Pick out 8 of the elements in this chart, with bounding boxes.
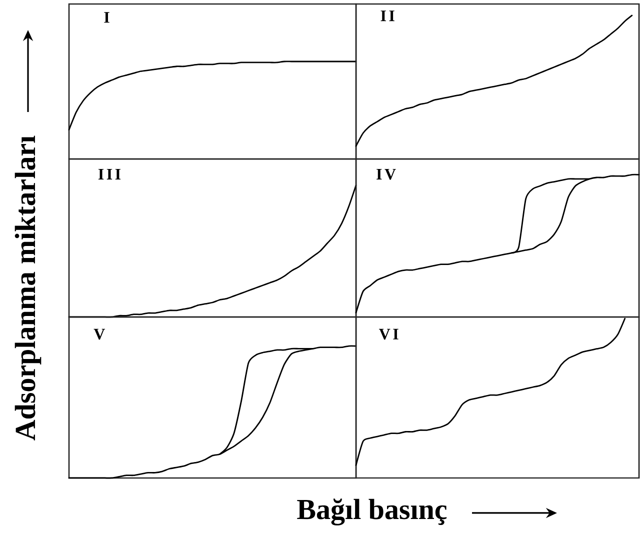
y-axis-title: Adsorplanma miktarları — [14, 136, 42, 440]
chart-title: VI — [379, 328, 398, 340]
chart-title: III — [98, 168, 121, 180]
chart-title: II — [380, 10, 394, 22]
chart-title: IV — [376, 168, 396, 180]
chart-title: I — [104, 12, 110, 23]
chart-title: V — [94, 328, 105, 340]
x-axis-title: Bağıl basınç — [297, 498, 447, 526]
